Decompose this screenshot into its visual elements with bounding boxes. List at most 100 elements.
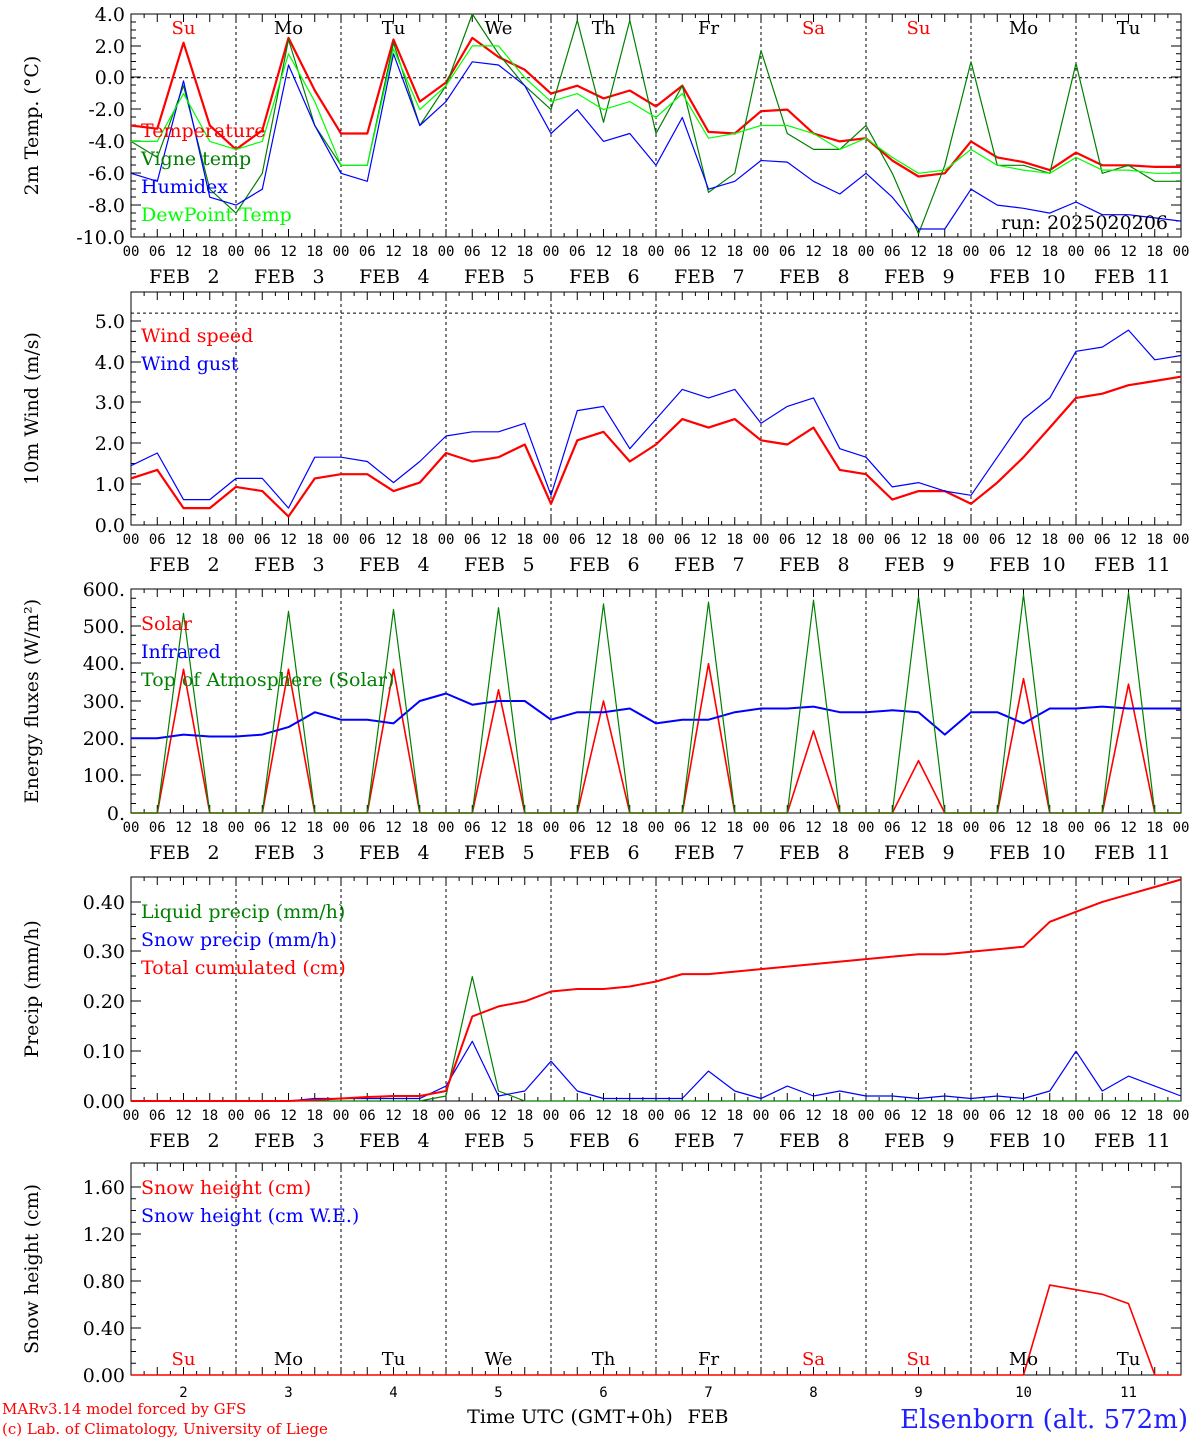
- date-day-label: 10: [1041, 266, 1065, 288]
- hour-label: 00: [963, 1108, 980, 1124]
- weekday-label: Fr: [698, 1349, 719, 1370]
- hour-label: 06: [1094, 532, 1111, 548]
- hour-label: 18: [936, 1108, 953, 1124]
- weekday-label: Sa: [802, 1349, 825, 1370]
- day-number: 3: [284, 1385, 292, 1401]
- weekday-label: Tu: [1117, 1349, 1141, 1370]
- hour-label: 06: [779, 1108, 796, 1124]
- y-axis-label: 2m Temp. (°C): [21, 56, 43, 196]
- date-month-label: FEB: [674, 842, 715, 864]
- day-number: 2: [179, 1385, 187, 1401]
- hour-label: 00: [1173, 532, 1190, 548]
- hour-label: 06: [359, 1108, 376, 1124]
- hour-label: 12: [385, 532, 402, 548]
- date-month-label: FEB: [779, 554, 820, 576]
- hour-label: 12: [280, 532, 297, 548]
- hour-label: 12: [805, 820, 822, 836]
- y-tick-label: 1.20: [83, 1224, 125, 1246]
- y-tick-label: 0.80: [83, 1271, 125, 1293]
- hour-label: 18: [1146, 1108, 1163, 1124]
- hour-label: 12: [385, 244, 402, 260]
- date-month-label: FEB: [1094, 554, 1135, 576]
- hour-label: 12: [595, 244, 612, 260]
- hour-label: 00: [1173, 1108, 1190, 1124]
- hour-label: 00: [1068, 244, 1085, 260]
- y-tick-label: 0.: [107, 803, 125, 825]
- hour-label: 00: [858, 532, 875, 548]
- hour-label: 00: [438, 244, 455, 260]
- date-day-label: 11: [1146, 554, 1170, 576]
- hour-label: 06: [884, 1108, 901, 1124]
- date-month-label: FEB: [989, 266, 1030, 288]
- hour-label: 18: [516, 1108, 533, 1124]
- date-month-label: FEB: [674, 266, 715, 288]
- hour-label: 18: [201, 1108, 218, 1124]
- hour-label: 18: [1041, 820, 1058, 836]
- date-month-label: FEB: [149, 266, 190, 288]
- hour-label: 06: [149, 532, 166, 548]
- date-day-label: 6: [627, 1130, 639, 1152]
- hour-label: 18: [306, 1108, 323, 1124]
- hour-label: 00: [963, 244, 980, 260]
- date-day-label: 7: [732, 554, 744, 576]
- date-month-label: FEB: [149, 842, 190, 864]
- date-month-label: FEB: [779, 1130, 820, 1152]
- hour-label: 12: [385, 1108, 402, 1124]
- hour-label: 12: [1015, 820, 1032, 836]
- hour-label: 18: [306, 820, 323, 836]
- date-month-label: FEB: [464, 1130, 505, 1152]
- hour-label: 12: [700, 820, 717, 836]
- hour-label: 00: [333, 820, 350, 836]
- hour-label: 18: [1041, 1108, 1058, 1124]
- hour-label: 12: [805, 244, 822, 260]
- hour-label: 00: [1173, 244, 1190, 260]
- hour-label: 00: [333, 532, 350, 548]
- hour-label: 06: [359, 244, 376, 260]
- legend-entry: Total cumulated (cm): [141, 957, 346, 979]
- date-day-label: 10: [1041, 1130, 1065, 1152]
- hour-label: 00: [438, 532, 455, 548]
- hour-label: 06: [359, 532, 376, 548]
- hour-label: 12: [385, 820, 402, 836]
- hour-label: 00: [753, 244, 770, 260]
- legend-entry: Vigne temp: [140, 148, 251, 170]
- date-month-label: FEB: [884, 1130, 925, 1152]
- hour-label: 12: [910, 820, 927, 836]
- hour-label: 06: [149, 244, 166, 260]
- y-axis-label: Snow height (cm): [21, 1184, 43, 1354]
- hour-label: 06: [464, 820, 481, 836]
- date-month-label: FEB: [149, 554, 190, 576]
- date-month-label: FEB: [359, 266, 400, 288]
- y-tick-label: -10.0: [76, 227, 125, 249]
- hour-label: 00: [228, 1108, 245, 1124]
- y-tick-label: 0.40: [83, 892, 125, 914]
- date-day-label: 8: [837, 266, 849, 288]
- hour-label: 12: [175, 1108, 192, 1124]
- date-day-label: 4: [417, 842, 429, 864]
- legend-entry: Snow height (cm): [141, 1177, 311, 1199]
- date-day-label: 3: [312, 842, 324, 864]
- hour-label: 12: [175, 244, 192, 260]
- hour-label: 18: [831, 244, 848, 260]
- hour-label: 18: [621, 820, 638, 836]
- hour-label: 18: [621, 1108, 638, 1124]
- hour-label: 18: [1146, 820, 1163, 836]
- hour-label: 12: [175, 820, 192, 836]
- series-line-1: [130, 36, 1181, 178]
- date-month-label: FEB: [1094, 266, 1135, 288]
- hour-label: 18: [1041, 532, 1058, 548]
- date-month-label: FEB: [149, 1130, 190, 1152]
- day-number: 4: [389, 1385, 397, 1401]
- hour-label: 18: [726, 1108, 743, 1124]
- legend-entry: Snow height (cm W.E.): [141, 1205, 359, 1227]
- hour-label: 12: [490, 820, 507, 836]
- hour-label: 00: [753, 1108, 770, 1124]
- y-tick-label: 0.20: [83, 991, 125, 1013]
- hour-label: 00: [333, 1108, 350, 1124]
- hour-label: 00: [1068, 820, 1085, 836]
- day-number: 7: [704, 1385, 712, 1401]
- legend-entry: Humidex: [141, 176, 228, 198]
- y-tick-label: 600.: [83, 579, 125, 601]
- y-tick-label: -8.0: [88, 195, 125, 217]
